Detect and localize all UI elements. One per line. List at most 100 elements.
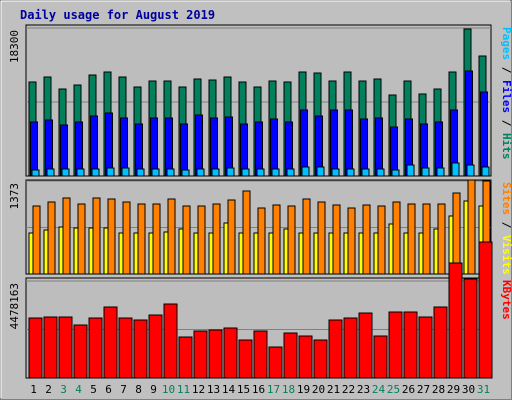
bar-kbytes-day-27 <box>418 316 433 379</box>
bar-kbytes-day-25 <box>388 311 403 379</box>
bar-kbytes-day-20 <box>313 339 328 379</box>
x-tick-label-day-30: 30 <box>462 383 475 396</box>
bar-sites-day-22 <box>347 207 356 275</box>
bar-kbytes-day-14 <box>223 327 238 379</box>
x-tick-label-day-19: 19 <box>297 383 310 396</box>
x-tick-label-day-11: 11 <box>177 383 190 396</box>
bar-kbytes-day-9 <box>148 314 163 379</box>
bar-kbytes-day-17 <box>268 346 283 379</box>
bar-sites-day-11 <box>182 205 191 275</box>
panel-middle-legend-item-1: / <box>500 215 512 235</box>
x-tick-label-day-21: 21 <box>327 383 340 396</box>
bar-pages-day-30 <box>466 164 475 177</box>
panel-top-legend-item-4: Hits <box>500 133 512 160</box>
bar-pages-day-5 <box>91 168 100 177</box>
panel-top-legend-item-1: / <box>500 60 512 80</box>
panel-bottom-legend-item-0: KBytes <box>500 280 512 320</box>
x-tick-label-day-4: 4 <box>75 383 82 396</box>
bar-pages-day-28 <box>436 167 445 177</box>
x-tick-label-day-13: 13 <box>207 383 220 396</box>
bar-sites-day-18 <box>287 205 296 275</box>
bar-files-day-7 <box>120 117 128 177</box>
bar-kbytes-day-7 <box>118 317 133 379</box>
bar-pages-day-21 <box>331 168 340 177</box>
bar-files-day-15 <box>240 123 248 177</box>
bar-files-day-6 <box>105 112 113 177</box>
panel-top-ytick-label: 18300 <box>8 30 21 63</box>
bar-files-day-4 <box>75 121 83 177</box>
bar-sites-day-23 <box>362 204 371 275</box>
bar-kbytes-day-1 <box>28 317 43 379</box>
bar-sites-day-2 <box>47 201 56 275</box>
x-tick-label-day-3: 3 <box>60 383 67 396</box>
x-tick-label-day-14: 14 <box>222 383 236 396</box>
bar-sites-day-9 <box>152 203 161 275</box>
bar-kbytes-day-8 <box>133 319 148 379</box>
bar-files-day-25 <box>390 126 398 177</box>
bar-files-day-8 <box>135 123 143 177</box>
x-tick-label-day-26: 26 <box>402 383 415 396</box>
x-tick-label-day-23: 23 <box>357 383 370 396</box>
bar-kbytes-day-22 <box>343 317 358 379</box>
bar-kbytes-day-18 <box>283 332 298 379</box>
x-tick-label-day-16: 16 <box>252 383 265 396</box>
bar-sites-day-15 <box>242 190 251 275</box>
x-tick-label-day-2: 2 <box>45 383 52 396</box>
bar-kbytes-day-23 <box>358 312 373 379</box>
panel-bottom-legend: KBytes <box>500 280 512 320</box>
bar-files-day-9 <box>150 117 158 177</box>
panel-middle-series-sites <box>32 179 491 275</box>
x-axis-labels: 1 2 3 4 5 6 7 8 9 10 11 12 13 14 15 16 17 18 19 20 21 22 23 24 2… <box>30 383 490 396</box>
bar-pages-day-20 <box>316 166 325 177</box>
x-tick-label-day-1: 1 <box>30 383 37 396</box>
bar-files-day-1 <box>30 121 38 177</box>
bar-files-day-23 <box>360 118 368 177</box>
x-tick-label-day-31: 31 <box>477 383 490 396</box>
bar-kbytes-day-12 <box>193 330 208 379</box>
x-tick-label-day-17: 17 <box>267 383 280 396</box>
bar-sites-day-17 <box>272 204 281 275</box>
bar-sites-day-21 <box>332 204 341 275</box>
x-tick-label-day-9: 9 <box>150 383 157 396</box>
x-tick-label-day-29: 29 <box>447 383 460 396</box>
bar-pages-day-16 <box>256 168 265 177</box>
bar-kbytes-day-3 <box>58 316 73 379</box>
bar-kbytes-day-28 <box>433 306 448 379</box>
bar-files-day-22 <box>345 109 353 177</box>
bar-sites-day-1 <box>32 205 41 275</box>
x-tick-label-day-22: 22 <box>342 383 355 396</box>
panel-middle-legend-item-0: Sites <box>500 182 512 215</box>
bar-files-day-30 <box>465 70 473 177</box>
bar-pages-day-25 <box>391 169 400 177</box>
x-tick-label-day-28: 28 <box>432 383 445 396</box>
bar-sites-day-29 <box>452 192 461 275</box>
bar-sites-day-26 <box>407 203 416 275</box>
bar-sites-day-30 <box>467 179 476 275</box>
panel-middle-legend-item-2: Visits <box>500 235 512 275</box>
panel-middle-ytick-label: 1373 <box>8 183 21 210</box>
bar-sites-day-3 <box>62 197 71 275</box>
bar-pages-day-4 <box>76 168 85 177</box>
bar-pages-day-18 <box>286 168 295 177</box>
bar-kbytes-day-15 <box>238 339 253 379</box>
bar-sites-day-25 <box>392 201 401 275</box>
chart-title: Daily usage for August 2019 <box>20 8 215 22</box>
bar-kbytes-day-26 <box>403 311 418 379</box>
bar-sites-day-10 <box>167 198 176 275</box>
bar-kbytes-day-11 <box>178 336 193 379</box>
bar-kbytes-day-4 <box>73 324 88 379</box>
x-tick-label-day-27: 27 <box>417 383 430 396</box>
x-tick-label-day-12: 12 <box>192 383 205 396</box>
bar-kbytes-day-30 <box>463 278 478 379</box>
panel-top: 18300 Pages / Files / Hits <box>8 24 512 177</box>
panel-bottom-series-kbytes <box>28 241 493 379</box>
bar-pages-day-9 <box>151 168 160 177</box>
bar-sites-day-13 <box>212 203 221 275</box>
x-tick-label-day-24: 24 <box>372 383 386 396</box>
bar-kbytes-day-10 <box>163 303 178 379</box>
bar-pages-day-22 <box>346 168 355 177</box>
bar-files-day-13 <box>210 117 218 177</box>
bar-sites-day-8 <box>137 203 146 275</box>
bar-pages-day-3 <box>61 168 70 177</box>
